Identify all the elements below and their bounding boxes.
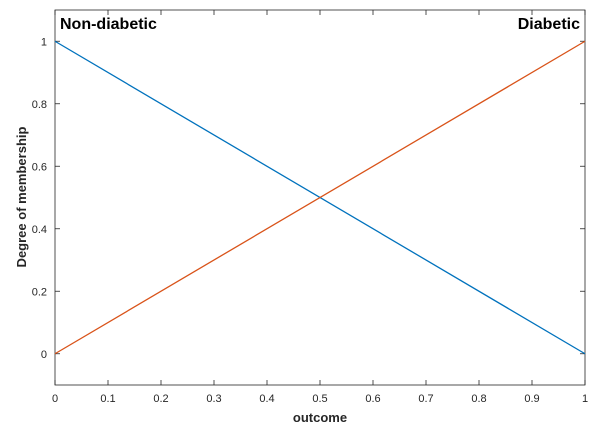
y-tick-label: 1 xyxy=(41,36,47,48)
x-tick-label: 0 xyxy=(52,393,58,405)
x-tick-label: 1 xyxy=(582,393,588,405)
x-tick-label: 0.4 xyxy=(259,393,274,405)
annotation-non-diabetic: Non-diabetic xyxy=(60,16,157,33)
x-tick-label: 0.3 xyxy=(206,393,221,405)
y-tick-label: 0.4 xyxy=(32,224,47,236)
y-tick-label: 0 xyxy=(41,349,47,361)
x-tick-labels: 0 0.1 0.2 0.3 0.4 0.5 0.6 0.7 0.8 0.9 1 xyxy=(52,393,588,405)
x-axis-label: outcome xyxy=(293,410,347,425)
x-tick-label: 0.1 xyxy=(100,393,115,405)
x-tick-label: 0.2 xyxy=(153,393,168,405)
x-tick-label: 0.8 xyxy=(471,393,486,405)
x-tick-label: 0.7 xyxy=(418,393,433,405)
axis-ticks xyxy=(54,10,586,385)
y-tick-labels: 0 0.2 0.4 0.6 0.8 1 xyxy=(32,36,47,361)
y-tick-label: 0.8 xyxy=(32,99,47,111)
x-tick-label: 0.5 xyxy=(312,393,327,405)
y-tick-label: 0.6 xyxy=(32,161,47,173)
x-tick-label: 0.9 xyxy=(524,393,539,405)
x-tick-label: 0.6 xyxy=(365,393,380,405)
series-lines xyxy=(54,40,586,355)
series-line-diabetic xyxy=(54,40,586,355)
annotation-diabetic: Diabetic xyxy=(518,16,580,33)
y-axis-label: Degree of membership xyxy=(14,127,29,268)
y-tick-label: 0.2 xyxy=(32,286,47,298)
